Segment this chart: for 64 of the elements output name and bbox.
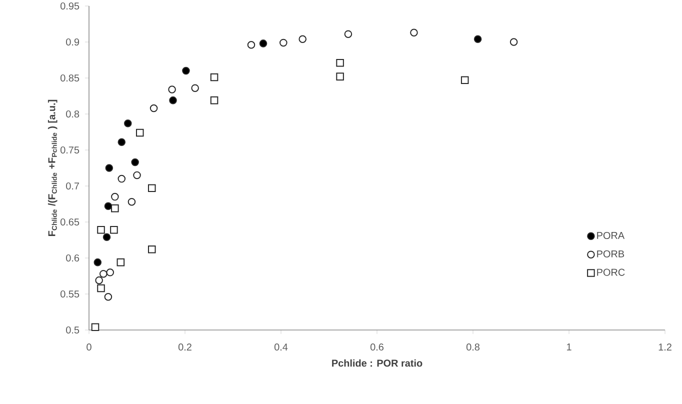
point	[247, 40, 256, 49]
y-tick-label: 0.65	[60, 218, 80, 226]
point	[259, 40, 268, 48]
point	[102, 233, 111, 242]
point	[110, 226, 118, 234]
point	[118, 174, 126, 183]
point	[97, 226, 105, 234]
x-tick-label: 1	[567, 343, 572, 350]
y-tick-label: 0.75	[60, 146, 80, 154]
point	[148, 184, 156, 192]
point	[100, 270, 108, 278]
point	[111, 192, 119, 201]
point	[97, 284, 105, 292]
point	[210, 96, 218, 104]
x-tick-label: 0	[86, 343, 92, 351]
point	[182, 66, 190, 75]
point	[91, 323, 100, 332]
point	[131, 158, 139, 166]
point	[111, 204, 119, 212]
x-tick-label: 0.4	[274, 343, 288, 351]
x-tick-label: 0.8	[466, 343, 480, 351]
point	[336, 58, 344, 67]
point	[104, 292, 112, 301]
point	[460, 76, 469, 84]
x-axis-title: Pchlide : POR ratio	[332, 359, 422, 367]
point	[94, 258, 102, 266]
y-tick-label: 0.85	[60, 74, 80, 82]
point	[344, 30, 352, 38]
point	[298, 35, 306, 44]
point	[116, 258, 125, 266]
point	[510, 38, 518, 46]
point	[410, 28, 418, 37]
y-tick-label: 0.6	[66, 254, 80, 262]
point	[128, 198, 136, 206]
legend-label: PORB	[597, 250, 624, 258]
y-axis-title: F$_{Chlide}$ /(F$_{Chlide}$ +F$_{Pchlide}$ ) [a.u.]	[48, 100, 58, 236]
point	[150, 104, 158, 112]
x-tick-label: 0.2	[178, 343, 192, 351]
point	[169, 96, 177, 104]
y-tick-label: 0.9	[66, 38, 80, 46]
point	[474, 35, 482, 44]
point	[136, 128, 144, 137]
point	[106, 268, 114, 276]
point	[210, 73, 218, 82]
x-tick-label: 1.2	[658, 343, 672, 350]
point	[336, 72, 344, 80]
point	[191, 84, 199, 92]
point	[104, 202, 112, 210]
x-tick-label: 0.6	[370, 343, 384, 351]
legend-label: PORA	[597, 232, 625, 239]
point	[95, 276, 103, 284]
legend-label: PORC	[597, 268, 625, 276]
point	[118, 138, 126, 146]
y-tick-label: 0.95	[60, 2, 80, 10]
point	[133, 171, 141, 180]
y-tick-label: 0.8	[66, 110, 80, 118]
point	[124, 119, 132, 128]
point	[280, 38, 288, 47]
point	[148, 245, 156, 254]
y-tick-label: 0.5	[66, 326, 80, 334]
point	[105, 164, 114, 172]
y-tick-label: 0.7	[66, 182, 80, 190]
y-tick-label: 0.55	[60, 290, 80, 298]
point	[168, 86, 176, 94]
